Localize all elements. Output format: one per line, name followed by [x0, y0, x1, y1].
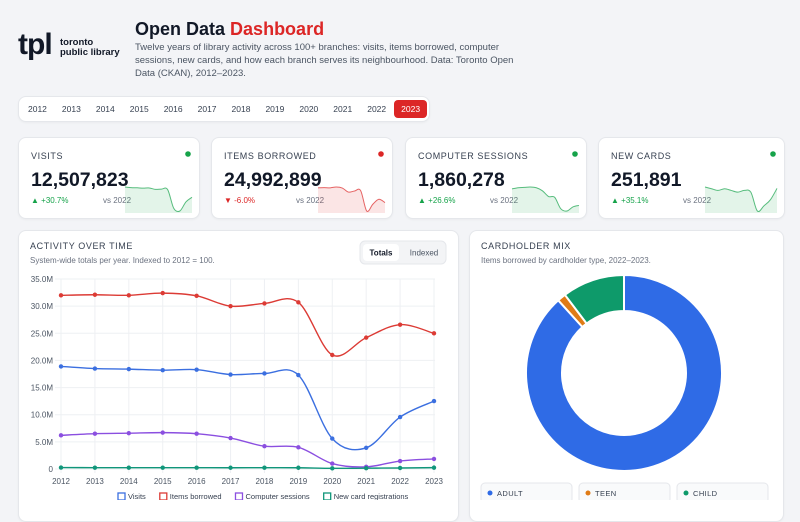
activity-panel	[18, 230, 459, 522]
logo-text: public library	[60, 47, 120, 58]
cardholder-panel	[469, 230, 784, 522]
year-tab[interactable]: 2015	[129, 104, 149, 114]
logo-mark: tpl	[18, 28, 53, 61]
kpi-card: COMPUTER SESSIONS 1,860,278 ▲ +26.6% vs 202…	[405, 137, 587, 219]
year-tab[interactable]: 2021	[333, 104, 353, 114]
kpi-compare: vs 2022	[103, 196, 132, 205]
page: {"header":{"logo":{"mark":"tpl","line1":…	[18, 19, 785, 522]
kpi-compare: vs 2022	[490, 196, 519, 205]
kpi-card: VISITS 12,507,823 ▲ +30.7% vs 2022	[18, 137, 200, 219]
kpi-compare: vs 2022	[683, 196, 712, 205]
page-title: Open Data Dashboard	[135, 19, 324, 40]
kpi-value: 24,992,899	[224, 169, 322, 191]
year-tab[interactable]: 2016	[163, 104, 183, 114]
title-highlight: Dashboard	[230, 19, 325, 39]
kpi-value: 251,891	[611, 169, 682, 191]
kpi-card: ITEMS BORROWED 24,992,899 ▼ -6.0% vs 2022	[211, 137, 393, 219]
kpi-label: ITEMS BORROWED	[224, 151, 317, 161]
kpi-change: ▲ +30.7%	[31, 196, 69, 205]
year-tab[interactable]: 2014	[95, 104, 115, 114]
kpi-change: ▲ +26.6%	[418, 196, 456, 205]
year-tabs: 2012 2013 2014 2015 2016 2017 2018 2019 2020 2021…	[18, 96, 431, 122]
kpi-value: 12,507,823	[31, 169, 129, 191]
year-tab[interactable]: 2023	[394, 100, 428, 118]
kpi-value: 1,860,278	[418, 169, 505, 191]
year-tab[interactable]: 2020	[299, 104, 319, 114]
year-tab[interactable]: 2019	[265, 104, 285, 114]
kpi-label: COMPUTER SESSIONS	[418, 151, 529, 161]
kpi-change: ▲ +35.1%	[611, 196, 649, 205]
kpi-label: NEW CARDS	[611, 151, 672, 161]
year-tab[interactable]: 2012	[28, 104, 47, 114]
kpi-compare: vs 2022	[296, 196, 325, 205]
title-text: Open Data	[135, 19, 226, 39]
kpi-card: NEW CARDS 251,891 ▲ +35.1% vs 2022	[598, 137, 785, 219]
description: Twelve years of library activity across …	[135, 42, 514, 79]
kpi-label: VISITS	[31, 151, 64, 161]
year-tab[interactable]: 2022	[367, 104, 387, 114]
year-tab[interactable]: 2013	[61, 104, 81, 114]
year-tab[interactable]: 2017	[197, 104, 217, 114]
logo-text: toronto	[60, 37, 94, 48]
year-tab[interactable]: 2018	[231, 104, 251, 114]
kpi-change: ▼ -6.0%	[224, 196, 256, 205]
